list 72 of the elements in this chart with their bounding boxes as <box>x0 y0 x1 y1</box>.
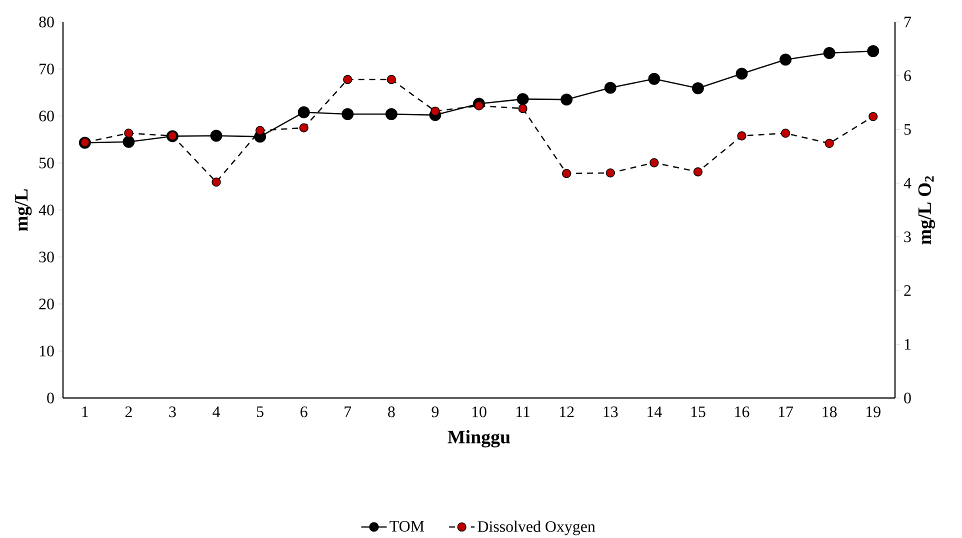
point <box>868 112 878 122</box>
x-tick-label: 4 <box>212 406 220 417</box>
legend-label: TOM <box>390 520 424 532</box>
x-tick-label: 7 <box>344 406 352 417</box>
x-tick-label: 19 <box>866 406 880 418</box>
y-tick-label: 70 <box>40 64 54 74</box>
y2-tick-label: 7 <box>904 16 912 28</box>
y2-tick-label: 4 <box>904 178 912 188</box>
y-tick-label: 60 <box>39 110 54 122</box>
point <box>385 108 398 120</box>
x-tick-label: 9 <box>432 406 439 418</box>
point <box>343 74 352 84</box>
y2-tick-label: 2 <box>904 285 911 296</box>
x-tick-label: 6 <box>300 406 308 418</box>
y2-tick-label: 1 <box>904 339 911 350</box>
x-tick-label: 15 <box>691 406 706 418</box>
x-tick-label: 3 <box>169 406 176 418</box>
point <box>560 94 573 106</box>
point <box>867 45 880 58</box>
point <box>692 82 704 94</box>
point <box>693 167 703 176</box>
point <box>736 68 748 80</box>
y2-axis-title: mg/L O$_{2}$ <box>918 176 936 244</box>
point <box>342 108 354 120</box>
y2-tick-label: 6 <box>904 70 912 82</box>
y-tick-label: 10 <box>40 346 54 356</box>
point <box>823 47 836 59</box>
x-tick-label: 10 <box>472 406 486 418</box>
point <box>299 123 308 132</box>
point <box>562 168 572 178</box>
y2-tick-label: 5 <box>904 124 911 135</box>
x-tick-label: 12 <box>560 406 574 418</box>
point <box>124 128 134 138</box>
point <box>606 168 615 178</box>
point <box>650 158 659 168</box>
point <box>474 101 484 110</box>
x-tick-label: 17 <box>778 406 794 418</box>
point <box>386 74 396 84</box>
y-tick-label: 50 <box>39 158 54 168</box>
legend-label: Dissolved Oxygen <box>478 520 596 536</box>
y-tick-label: 0 <box>47 392 54 404</box>
x-tick-label: 18 <box>822 406 837 418</box>
x-tick-label: 13 <box>604 406 618 418</box>
point <box>648 72 660 85</box>
point <box>737 131 746 140</box>
x-tick-label: 8 <box>388 406 395 418</box>
y-tick-label: 30 <box>39 252 54 262</box>
x-axis-title: Minggu <box>448 430 510 448</box>
x-tick-label: 14 <box>648 406 662 418</box>
point <box>298 106 310 118</box>
y-tick-label: 80 <box>39 16 54 28</box>
point <box>824 138 834 148</box>
point <box>210 130 222 142</box>
y2-tick-label: 3 <box>904 232 911 242</box>
point <box>780 128 790 138</box>
point <box>212 177 221 187</box>
point <box>122 136 135 148</box>
x-tick-label: 16 <box>735 406 750 418</box>
x-tick-label: 1 <box>82 406 88 418</box>
y2-tick-label: 0 <box>904 392 911 404</box>
point <box>430 106 440 116</box>
point <box>780 54 792 66</box>
x-tick-label: 5 <box>256 406 264 418</box>
y-tick-label: 40 <box>38 204 54 216</box>
point <box>604 82 616 94</box>
y-axis-title: mg/L <box>15 189 32 232</box>
point <box>516 93 529 106</box>
x-tick-label: 2 <box>125 406 132 418</box>
point <box>518 104 528 114</box>
x-tick-label: 11 <box>516 406 530 418</box>
point <box>255 126 265 136</box>
y-tick-label: 20 <box>39 298 54 310</box>
